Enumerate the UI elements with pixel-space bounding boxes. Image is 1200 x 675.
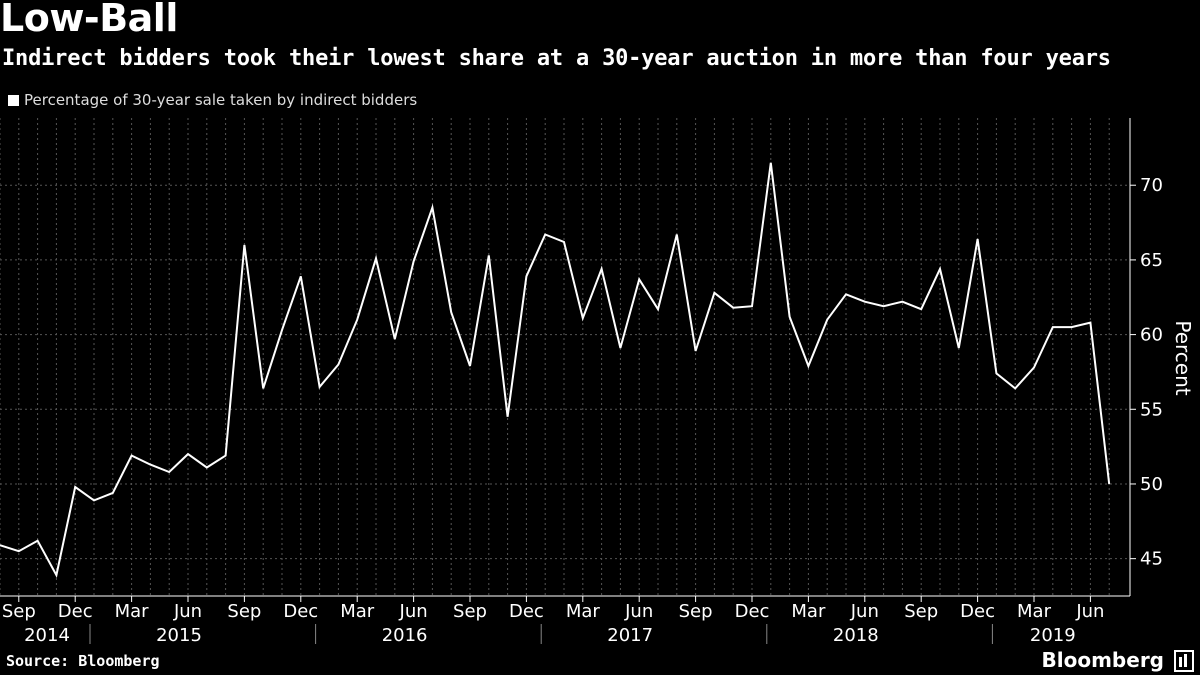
x-tick-label: Dec <box>509 601 544 622</box>
x-tick-label: Jun <box>1075 601 1104 622</box>
x-tick-label: Mar <box>340 601 375 622</box>
grid-lines <box>0 118 1130 596</box>
x-tick-label: Sep <box>679 601 713 622</box>
y-tick-label: 65 <box>1140 250 1163 271</box>
terminal-icon <box>1174 650 1194 672</box>
y-tick-label: 60 <box>1140 325 1163 346</box>
y-tick-label: 55 <box>1140 399 1163 420</box>
x-year-label: 2019 <box>1030 625 1076 646</box>
x-tick-label: Jun <box>850 601 879 622</box>
legend-swatch <box>8 94 19 106</box>
x-tick-label: Sep <box>2 601 36 622</box>
source-note: Source: Bloomberg <box>6 652 160 670</box>
legend: Percentage of 30-year sale taken by indi… <box>8 91 417 109</box>
x-year-label: 2016 <box>382 625 428 646</box>
x-tick-label: Dec <box>960 601 995 622</box>
x-tick-label: Mar <box>791 601 826 622</box>
x-tick-label: Jun <box>173 601 202 622</box>
y-axis: 45 50 55 60 65 70 <box>1129 118 1163 596</box>
x-tick-label: Mar <box>566 601 601 622</box>
x-year-label: 2014 <box>24 625 70 646</box>
legend-label: Percentage of 30-year sale taken by indi… <box>24 91 418 109</box>
y-tick-label: 70 <box>1140 175 1163 196</box>
x-year-label: 2018 <box>833 625 879 646</box>
series-layer <box>0 162 1111 578</box>
x-tick-label: Sep <box>904 601 938 622</box>
y-tick-label: 50 <box>1140 474 1163 495</box>
brand-logo-text: Bloomberg <box>1041 648 1164 672</box>
y-tick-label: 45 <box>1140 549 1163 570</box>
x-year-label: 2015 <box>156 625 202 646</box>
x-tick-label: Sep <box>227 601 261 622</box>
x-tick-label: Dec <box>58 601 93 622</box>
x-tick-label: Jun <box>399 601 428 622</box>
y-axis-label: Percent <box>1171 320 1195 395</box>
x-year-label: 2017 <box>607 625 653 646</box>
x-tick-label: Mar <box>1017 601 1052 622</box>
series-line <box>0 162 1111 578</box>
chart-subtitle: Indirect bidders took their lowest share… <box>2 46 1111 71</box>
x-tick-label: Dec <box>735 601 770 622</box>
chart-title: Low-Ball <box>0 0 178 40</box>
x-axis: Sep Dec Mar Jun Sep Dec Mar Jun Sep Dec Mar Jun Sep D… <box>0 595 1130 646</box>
x-tick-label: Jun <box>624 601 653 622</box>
x-tick-label: Dec <box>283 601 318 622</box>
x-tick-label: Mar <box>115 601 150 622</box>
x-tick-label: Sep <box>453 601 487 622</box>
